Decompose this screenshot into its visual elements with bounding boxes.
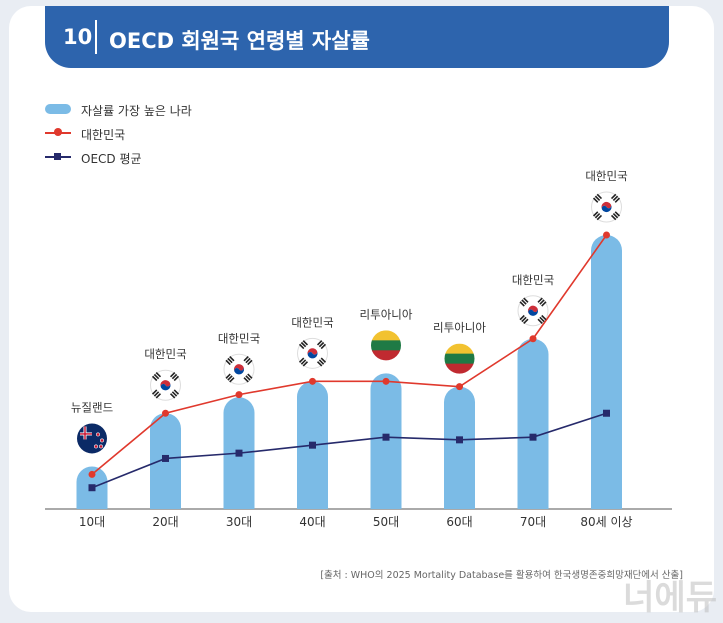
legend-korea-dot	[54, 128, 62, 136]
korea-flag-icon	[517, 295, 549, 327]
korea-point-1	[162, 409, 169, 417]
korea-point-0	[88, 470, 96, 478]
oecd-line	[91, 412, 607, 489]
oecd-point-4	[382, 433, 390, 441]
section-number: 10	[63, 25, 93, 49]
bar-4	[370, 373, 402, 509]
x-tick-label-2: 30대	[226, 515, 252, 529]
oecd-point-6	[529, 433, 537, 441]
title-divider	[95, 20, 97, 54]
country-label-6: 대한민국	[512, 273, 554, 287]
lithuania-flag-icon	[444, 343, 475, 374]
title-banner: 10 OECD 회원국 연령별 자살률	[45, 6, 669, 68]
country-label-7: 대한민국	[585, 169, 627, 183]
oecd-point-2	[235, 449, 243, 457]
x-tick-label-5: 60대	[446, 515, 472, 529]
legend-oecd-marker	[54, 153, 61, 160]
lithuania-flag-icon	[371, 330, 401, 361]
korea-line	[91, 234, 608, 476]
x-tick-label-6: 70대	[520, 515, 546, 529]
oecd-point-0	[88, 484, 96, 492]
x-tick-label-7: 80세 이상	[580, 515, 632, 529]
bar-5	[444, 386, 475, 509]
korea-flag-icon	[297, 337, 328, 369]
korea-point-4	[382, 377, 390, 385]
oecd-point-5	[456, 436, 463, 444]
x-tick-label-0: 10대	[79, 515, 105, 529]
korea-point-3	[309, 377, 316, 385]
korea-point-2	[235, 391, 243, 399]
country-label-4: 리투아니아	[360, 307, 413, 321]
legend-oecd-label: OECD 평균	[81, 152, 142, 166]
x-tick-label-4: 50대	[373, 515, 399, 529]
legend-bar-label: 자살률 가장 높은 나라	[81, 104, 192, 118]
country-label-2: 대한민국	[218, 331, 260, 345]
korea-flag-icon	[223, 353, 255, 385]
bar-7	[591, 235, 622, 509]
country-label-3: 대한민국	[291, 315, 333, 329]
korea-point-7	[603, 231, 610, 239]
korea-flag-icon	[150, 369, 181, 401]
korea-flag-icon	[591, 191, 622, 223]
oecd-point-3	[309, 441, 316, 449]
x-tick-label-3: 40대	[299, 515, 325, 529]
source-note: [출처 : WHO의 2025 Mortality Database를 활용하여…	[320, 570, 683, 581]
country-label-0: 뉴질랜드	[71, 400, 113, 414]
watermark: 너에듀	[623, 578, 717, 618]
new-zealand-flag-icon	[77, 423, 107, 454]
korea-point-5	[456, 383, 463, 391]
x-tick-label-1: 20대	[152, 515, 178, 529]
korea-point-6	[529, 335, 537, 343]
page-title: OECD 회원국 연령별 자살률	[109, 29, 370, 53]
bar-6	[517, 338, 549, 509]
legend-bar-swatch	[45, 104, 71, 114]
legend-korea-label: 대한민국	[81, 128, 126, 142]
oecd-point-7	[603, 409, 610, 417]
country-label-5: 리투아니아	[433, 321, 486, 335]
country-label-1: 대한민국	[144, 347, 186, 361]
oecd-point-1	[162, 454, 169, 462]
